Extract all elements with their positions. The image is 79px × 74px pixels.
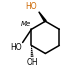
- Polygon shape: [39, 12, 46, 22]
- Text: OH: OH: [27, 58, 39, 67]
- Text: HO: HO: [25, 2, 37, 11]
- Text: Me: Me: [21, 21, 31, 27]
- Text: HO: HO: [10, 43, 22, 52]
